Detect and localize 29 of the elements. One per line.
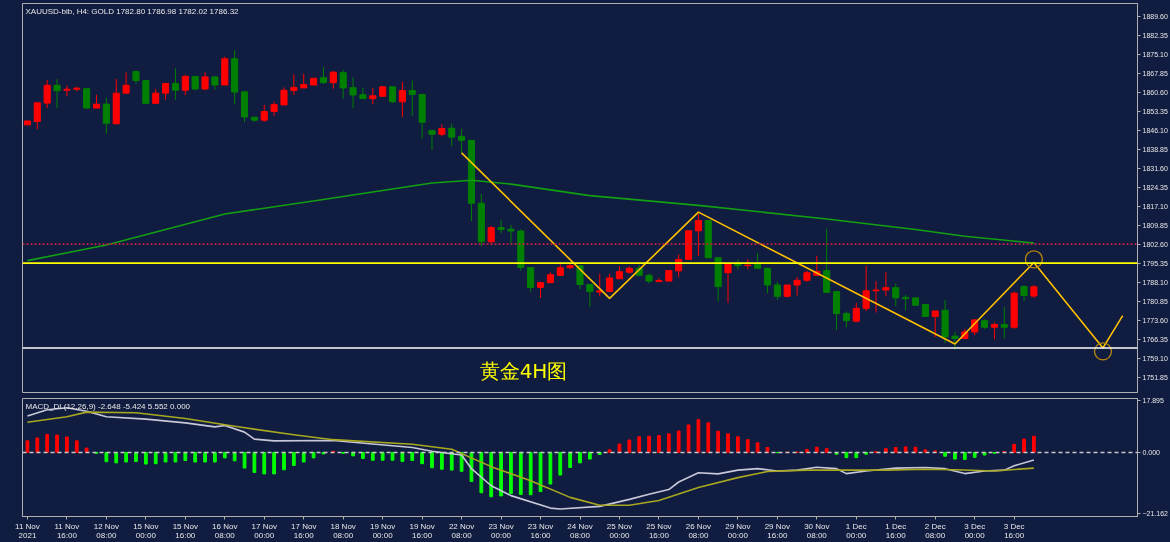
- x-tick-label: 29 Nov 16:00: [764, 521, 791, 540]
- x-tick-label: 11 Nov 2021: [15, 521, 40, 540]
- x-tick-label: 18 Nov 08:00: [330, 521, 356, 540]
- chart-title: MACD_DL(12,26,9) -2.648 -5.424 5.552 0.000: [25, 401, 191, 411]
- x-tick-label: 1 Dec 00:00: [845, 521, 867, 540]
- x-tick-label: 15 Nov 00:00: [133, 521, 159, 540]
- x-tick-label: 15 Nov 16:00: [172, 521, 198, 540]
- x-tick-label: 30 Nov 08:00: [804, 521, 830, 540]
- x-tick-label: 11 Nov 16:00: [54, 521, 80, 540]
- x-tick-label: 29 Nov 00:00: [725, 521, 751, 540]
- x-tick-label: 22 Nov 08:00: [448, 521, 475, 540]
- x-tick-label: 1 Dec 16:00: [885, 521, 907, 540]
- x-tick-label: 19 Nov 00:00: [369, 521, 396, 540]
- chart-title: XAUUSD-bib, H4: GOLD 1782.80 1786.98 1782.02 1786.32: [25, 6, 240, 16]
- x-tick-label: 2 Dec 08:00: [924, 521, 946, 540]
- x-tick-label: 17 Nov 00:00: [251, 521, 277, 540]
- annotation: 黄金4H图: [479, 358, 568, 383]
- x-tick-label: 25 Nov 16:00: [646, 521, 672, 540]
- x-tick-label: 3 Dec 00:00: [964, 521, 986, 540]
- x-tick-label: 3 Dec 16:00: [1003, 521, 1025, 540]
- x-tick-label: 24 Nov 08:00: [567, 521, 593, 540]
- x-tick-label: 23 Nov 00:00: [488, 521, 514, 540]
- x-tick-label: 26 Nov 08:00: [685, 521, 712, 540]
- x-tick-label: 25 Nov 00:00: [606, 521, 633, 540]
- x-tick-label: 19 Nov 16:00: [409, 521, 435, 540]
- x-tick-label: 17 Nov 16:00: [291, 521, 317, 540]
- x-tick-label: 16 Nov 08:00: [212, 521, 238, 540]
- x-tick-label: 23 Nov 16:00: [527, 521, 554, 540]
- x-tick-label: 12 Nov 08:00: [93, 521, 120, 540]
